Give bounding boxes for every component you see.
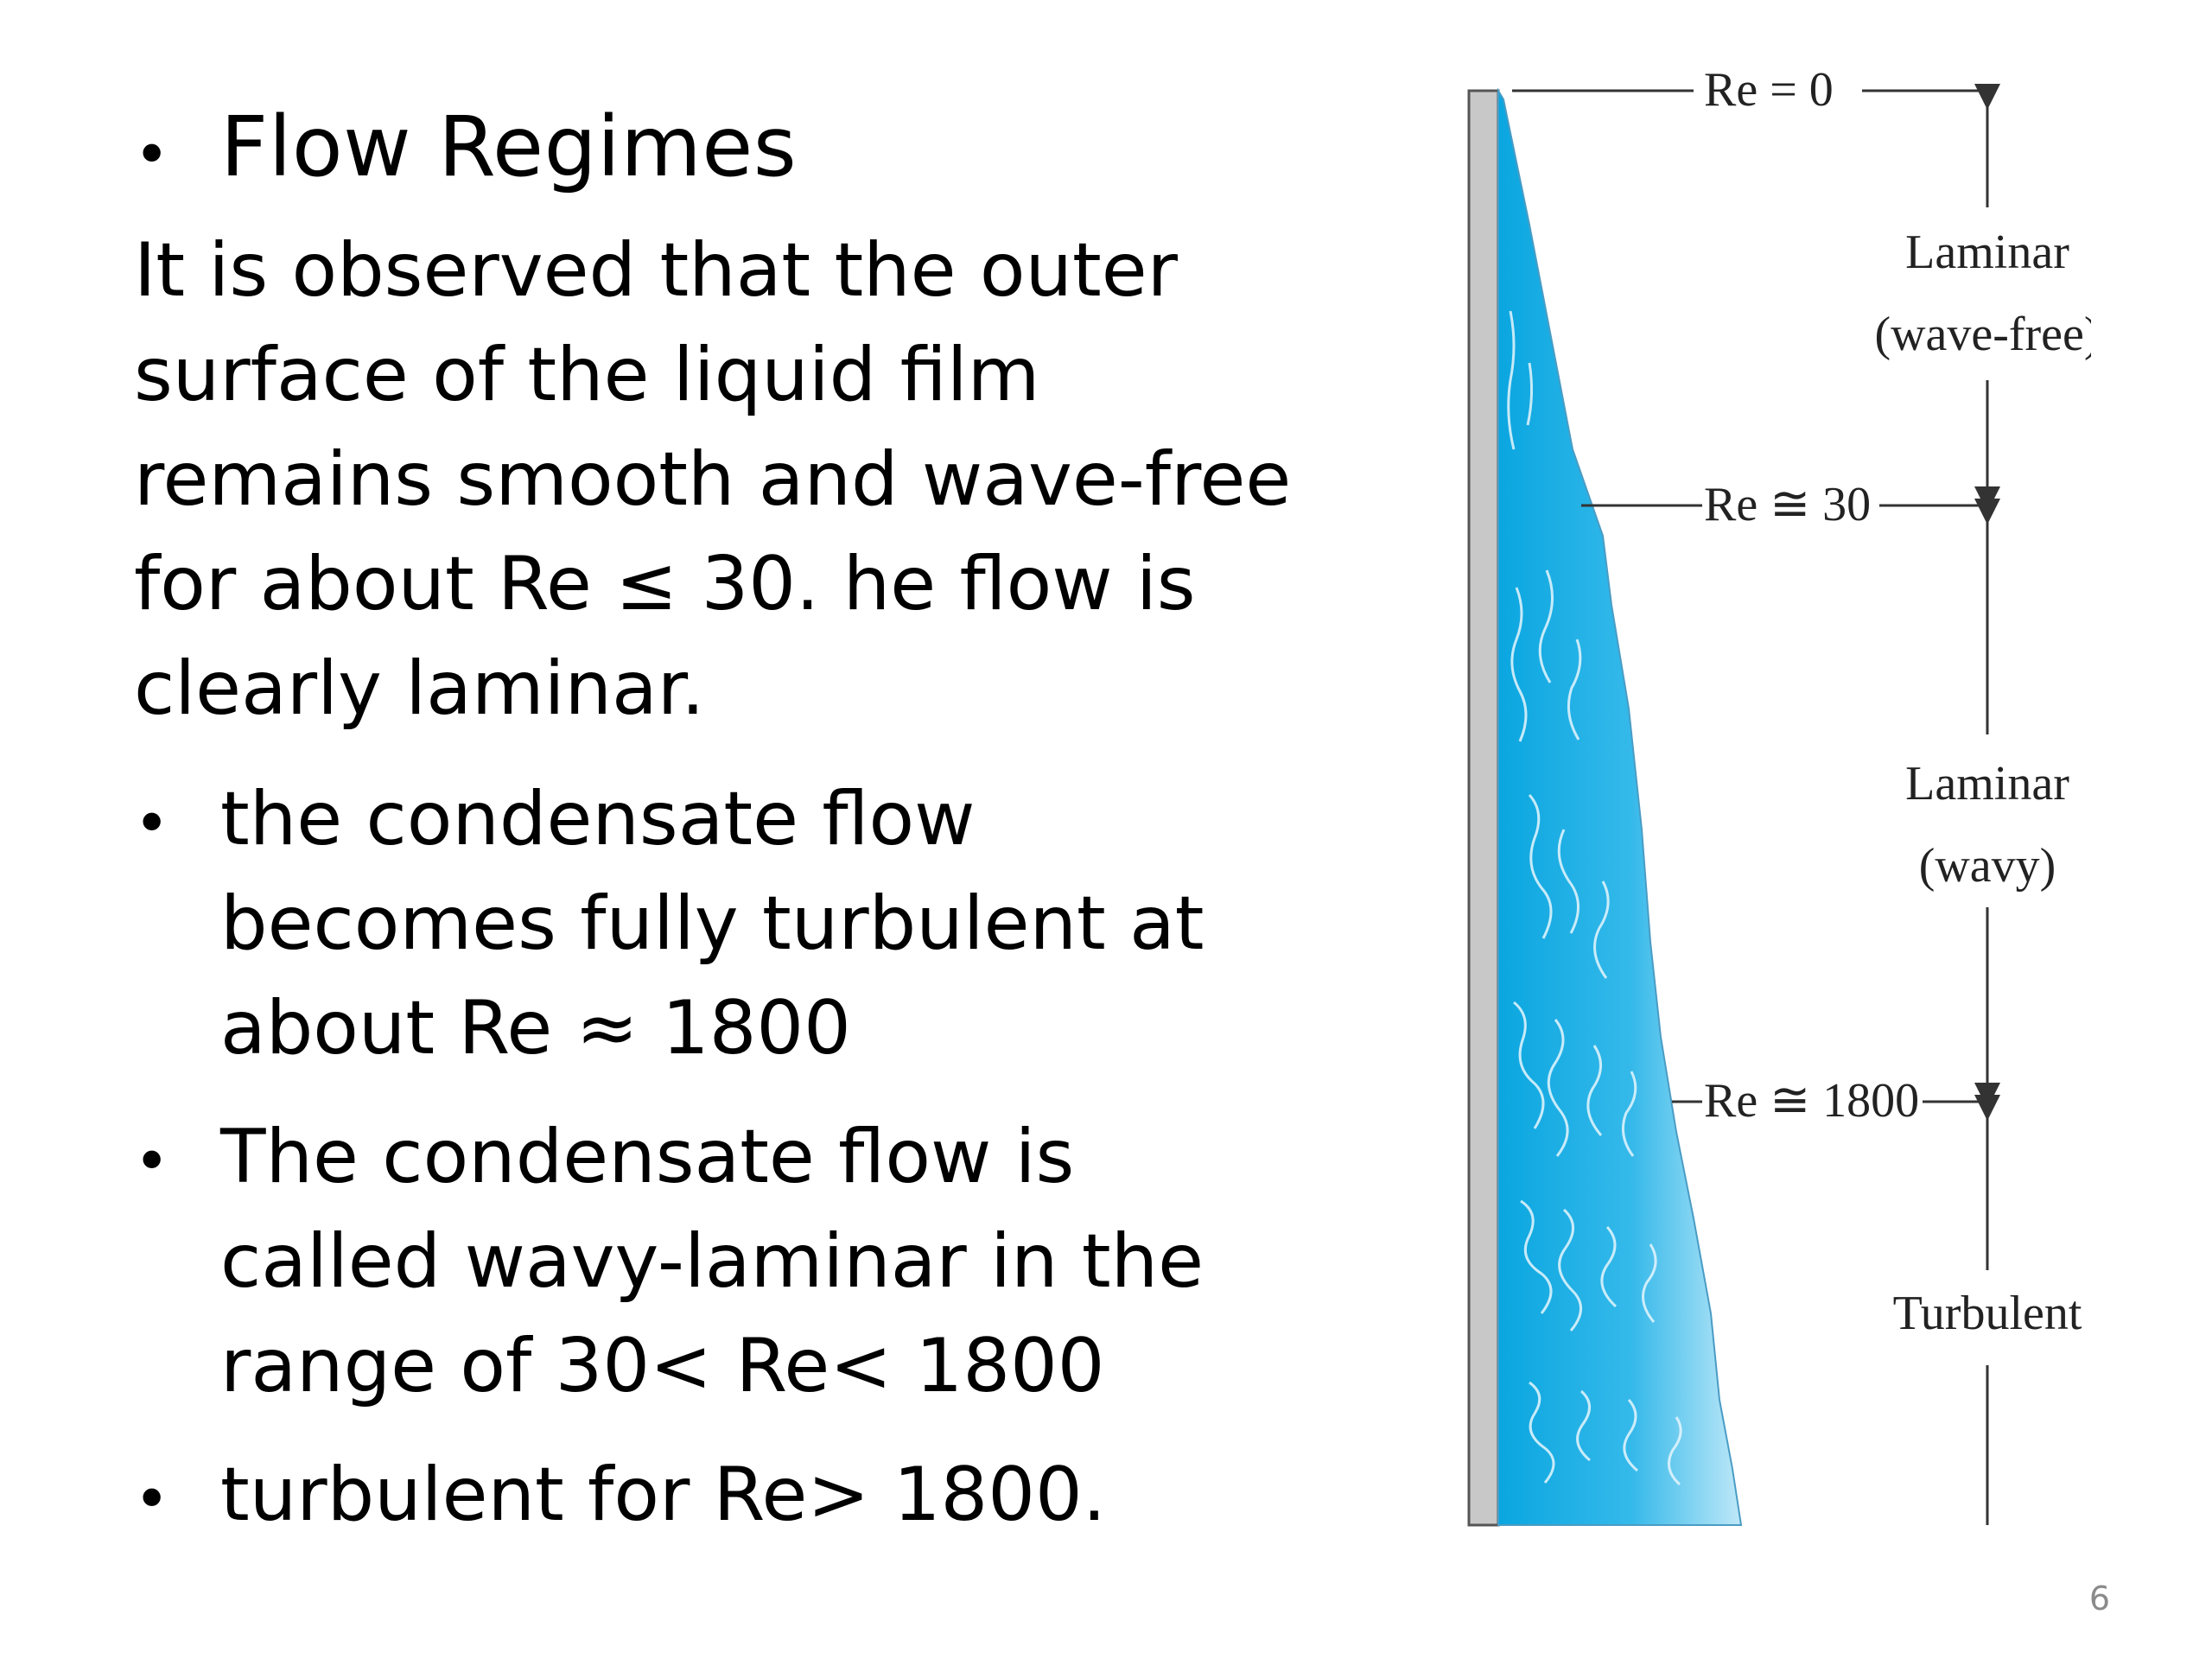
marker-label: Re ≅ 1800 [1704,1074,1919,1128]
marker-label: Re = 0 [1704,63,1834,117]
slide-text-block: • Flow Regimes It is observed that the o… [134,82,1292,1548]
bullet-text: the condensate flow becomes fully turbul… [220,776,1205,1071]
region-label: Turbulent [1893,1287,2082,1340]
bullet-item: • The condensate flow is called wavy-lam… [134,1105,1292,1419]
flow-regime-diagram: Re = 0 Re ≅ 30 Re ≅ 1800 Laminar (wave-f… [1467,63,2091,1527]
bullet-text: The condensate flow is called wavy-lamin… [220,1114,1204,1409]
film-ripples [1507,310,1682,1486]
bullet-dot: • [134,119,170,190]
slide-heading: Flow Regimes [220,99,798,195]
intro-paragraph: It is observed that the outer surface of… [134,227,1292,732]
bullet-dot: • [134,1464,170,1535]
bullet-item: • the condensate flow becomes fully turb… [134,767,1292,1081]
region-label: Laminar [1905,757,2069,810]
bullet-text: turbulent for Re> 1800. [220,1452,1107,1538]
condensate-film [1497,87,1743,1526]
bullet-dot: • [134,788,170,859]
wall-plate [1467,89,1500,1527]
bullet-dot: • [134,1126,170,1197]
marker-label: Re ≅ 30 [1704,478,1871,531]
region-label: Laminar [1905,226,2069,279]
page-number: 6 [2088,1580,2110,1618]
region-label: (wavy) [1919,839,2056,893]
bullet-item: • turbulent for Re> 1800. [134,1443,1292,1548]
region-label: (wave-free) [1874,308,2091,361]
heading-row: • Flow Regimes [134,82,1292,212]
flow-regime-figure: Re = 0 Re ≅ 30 Re ≅ 1800 Laminar (wave-f… [1434,52,2091,1538]
